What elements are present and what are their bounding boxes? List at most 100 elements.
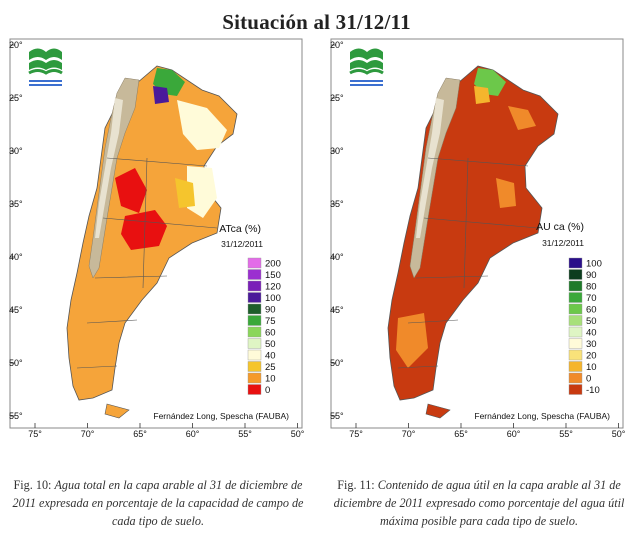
legend-value: 150 <box>265 270 281 281</box>
legend-value: 120 <box>265 282 281 293</box>
legend-value: 100 <box>265 293 281 304</box>
latitude-label: 30° <box>9 146 23 156</box>
legend-swatch <box>247 257 262 269</box>
legend-value: 50 <box>586 316 597 327</box>
legend-swatch <box>247 303 262 315</box>
legend-swatch <box>568 361 583 372</box>
wet-zone-northeast <box>177 100 227 150</box>
legend-value: 60 <box>265 328 276 339</box>
latitude-label: 40° <box>330 252 344 262</box>
legend-swatch <box>247 372 262 384</box>
longitude-labels: 75° 70° 65° 60° 55° 50° <box>349 429 626 439</box>
legend-swatch <box>568 315 583 326</box>
legend-value: 60 <box>586 305 597 316</box>
legend-swatch <box>247 361 262 372</box>
latitude-label: 50° <box>330 358 344 368</box>
legend-swatch <box>247 338 262 349</box>
legend-value: 200 <box>265 259 281 270</box>
legend-swatch <box>568 349 583 361</box>
legend-swatch <box>247 315 262 326</box>
longitude-label: 50° <box>612 429 626 439</box>
legend-swatch <box>247 384 262 395</box>
map-panel-auca: 20° 25° 30° 35° 40° 45° 50° 55° 75° 70° 65° 60° 55°… <box>328 38 630 440</box>
legend-title: ATca (%) <box>219 223 261 235</box>
legend-value: 75 <box>265 316 276 327</box>
dry-zone-cordoba <box>115 168 147 213</box>
latitude-label: 45° <box>330 305 344 315</box>
legend-value: 20 <box>586 351 597 362</box>
legend-value: 80 <box>586 282 597 293</box>
longitude-label: 65° <box>454 429 468 439</box>
dry-zone-central <box>121 210 167 250</box>
andes-terrain <box>409 77 461 279</box>
caption-text: Contenido de agua útil en la capa arable… <box>333 478 625 528</box>
legend-value: 30 <box>586 339 597 350</box>
latitude-labels: 20° 25° 30° 35° 40° 45° 50° 55° <box>9 40 23 421</box>
longitude-label: 75° <box>28 429 42 439</box>
legend-swatch <box>568 338 583 349</box>
map-credit: Fernández Long, Spescha (FAUBA) <box>474 411 610 421</box>
legend-value: 50 <box>265 339 276 350</box>
latitude-label: 20° <box>9 40 23 50</box>
map-credit: Fernández Long, Spescha (FAUBA) <box>153 411 289 421</box>
legend-swatch <box>568 257 583 269</box>
legend-swatch <box>247 280 262 292</box>
latitude-label: 55° <box>9 411 23 421</box>
latitude-label: 35° <box>330 199 344 209</box>
legend-swatch <box>568 269 583 280</box>
legend-value: -10 <box>586 385 600 396</box>
longitude-label: 75° <box>349 429 363 439</box>
latitude-label: 25° <box>9 93 23 103</box>
legend-swatch <box>247 269 262 280</box>
caption-label: Fig. 10: <box>13 478 52 492</box>
fauba-wave-logo-icon <box>28 48 63 86</box>
page-title: Situación al 31/12/11 <box>222 10 411 34</box>
legend-value: 70 <box>586 293 597 304</box>
legend-value: 90 <box>265 305 276 316</box>
latitude-label: 25° <box>330 93 344 103</box>
legend-value: 40 <box>265 351 276 362</box>
caption-label: Fig. 11: <box>337 478 375 492</box>
caption-text: Agua total en la capa arable al 31 de di… <box>12 478 304 528</box>
legend-value: 0 <box>265 385 270 396</box>
map-panel-atca: 20° 25° 30° 35° 40° 45° 50° 55° 75° 70° 65° 60° 55°… <box>7 38 309 440</box>
latitude-label: 45° <box>9 305 23 315</box>
axis-ticks <box>331 44 619 428</box>
latitude-label: 55° <box>330 411 344 421</box>
legend-swatch <box>247 349 262 361</box>
legend-value: 100 <box>586 259 602 270</box>
legend-swatch <box>568 372 583 384</box>
longitude-label: 70° <box>81 429 95 439</box>
latitude-label: 20° <box>330 40 344 50</box>
latitude-label: 40° <box>9 252 23 262</box>
legend-value: 25 <box>265 362 276 373</box>
legend-date: 31/12/2011 <box>542 238 584 248</box>
longitude-labels: 75° 70° 65° 60° 55° 50° <box>28 429 305 439</box>
legend-value: 90 <box>586 270 597 281</box>
legend-swatch <box>568 384 583 395</box>
longitude-label: 70° <box>402 429 416 439</box>
axis-ticks <box>10 44 298 428</box>
legend-swatch <box>568 280 583 292</box>
legend-value: 0 <box>586 374 591 385</box>
latitude-label: 50° <box>9 358 23 368</box>
legend-date: 31/12/2011 <box>221 239 263 249</box>
longitude-label: 65° <box>133 429 147 439</box>
fauba-wave-logo-icon <box>349 48 384 86</box>
longitude-label: 60° <box>507 429 521 439</box>
legend-value: 10 <box>586 362 597 373</box>
legend-swatch <box>568 292 583 303</box>
map-auca: 20° 25° 30° 35° 40° 45° 50° 55° 75° 70° 65° 60° 55°… <box>330 38 626 439</box>
legend-value: 40 <box>586 328 597 339</box>
figure-caption-10: Fig. 10: Agua total en la capa arable al… <box>8 476 308 530</box>
latitude-label: 35° <box>9 199 23 209</box>
figure-caption-11: Fig. 11: Contenido de agua útil en la ca… <box>329 476 629 530</box>
legend-swatch <box>247 326 262 338</box>
legend-swatch <box>247 292 262 303</box>
longitude-label: 55° <box>559 429 573 439</box>
legend-title: AU ca (%) <box>536 221 584 233</box>
legend-swatch <box>568 303 583 315</box>
latitude-labels: 20° 25° 30° 35° 40° 45° 50° 55° <box>330 40 344 421</box>
